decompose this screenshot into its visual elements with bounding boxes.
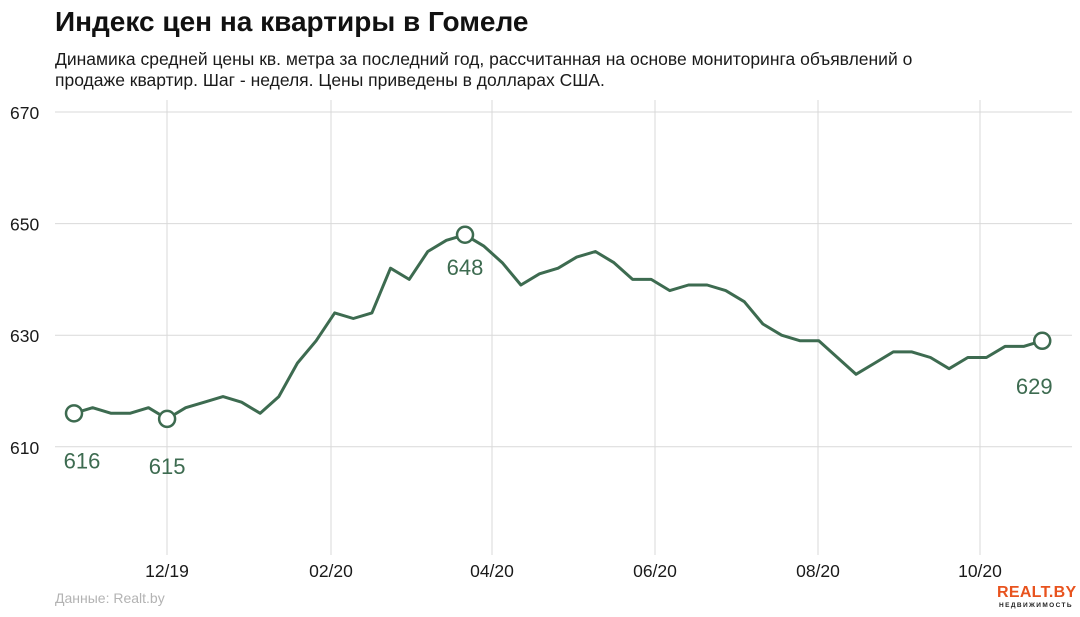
x-tick-label: 08/20 bbox=[796, 561, 840, 581]
x-tick-label: 10/20 bbox=[958, 561, 1002, 581]
x-gridlines bbox=[166, 100, 981, 555]
logo-subtext: НЕДВИЖИМОСТЬ bbox=[998, 602, 1074, 609]
series-group bbox=[72, 233, 1044, 421]
realt-logo[interactable]: REALT.BY НЕДВИЖИМОСТЬ bbox=[997, 584, 1077, 610]
x-tick-label: 12/19 bbox=[145, 561, 189, 581]
y-tick-labels: 610 630 650 670 bbox=[10, 103, 39, 458]
annotation-point bbox=[1032, 331, 1052, 351]
y-tick-label: 610 bbox=[10, 438, 39, 458]
annotation-label: 648 bbox=[447, 255, 484, 280]
y-tick-label: 670 bbox=[10, 103, 39, 123]
y-tick-label: 630 bbox=[10, 326, 39, 346]
data-source: Данные: Realt.by bbox=[55, 590, 165, 606]
annotation-point bbox=[455, 225, 475, 245]
x-tick-label: 02/20 bbox=[309, 561, 353, 581]
annotation-label: 629 bbox=[1016, 374, 1053, 399]
x-tick-label: 06/20 bbox=[633, 561, 677, 581]
annotation-markers: 616 615 648 629 bbox=[64, 225, 1053, 479]
x-tick-labels: 12/19 02/20 04/20 06/20 08/20 10/20 bbox=[145, 561, 1002, 581]
logo-text: REALT.BY bbox=[997, 584, 1077, 601]
price-series-line bbox=[72, 233, 1044, 421]
y-tick-label: 650 bbox=[10, 215, 39, 235]
annotation-label: 615 bbox=[149, 454, 186, 479]
chart-title: Индекс цен на квартиры в Гомеле bbox=[55, 6, 529, 37]
y-gridlines bbox=[55, 111, 1072, 448]
x-tick-label: 04/20 bbox=[470, 561, 514, 581]
annotation-label: 616 bbox=[64, 448, 101, 473]
annotation-point bbox=[64, 404, 84, 423]
chart-subtitle: Динамика средней цены кв. метра за после… bbox=[55, 49, 913, 90]
annotation-point bbox=[157, 409, 177, 429]
